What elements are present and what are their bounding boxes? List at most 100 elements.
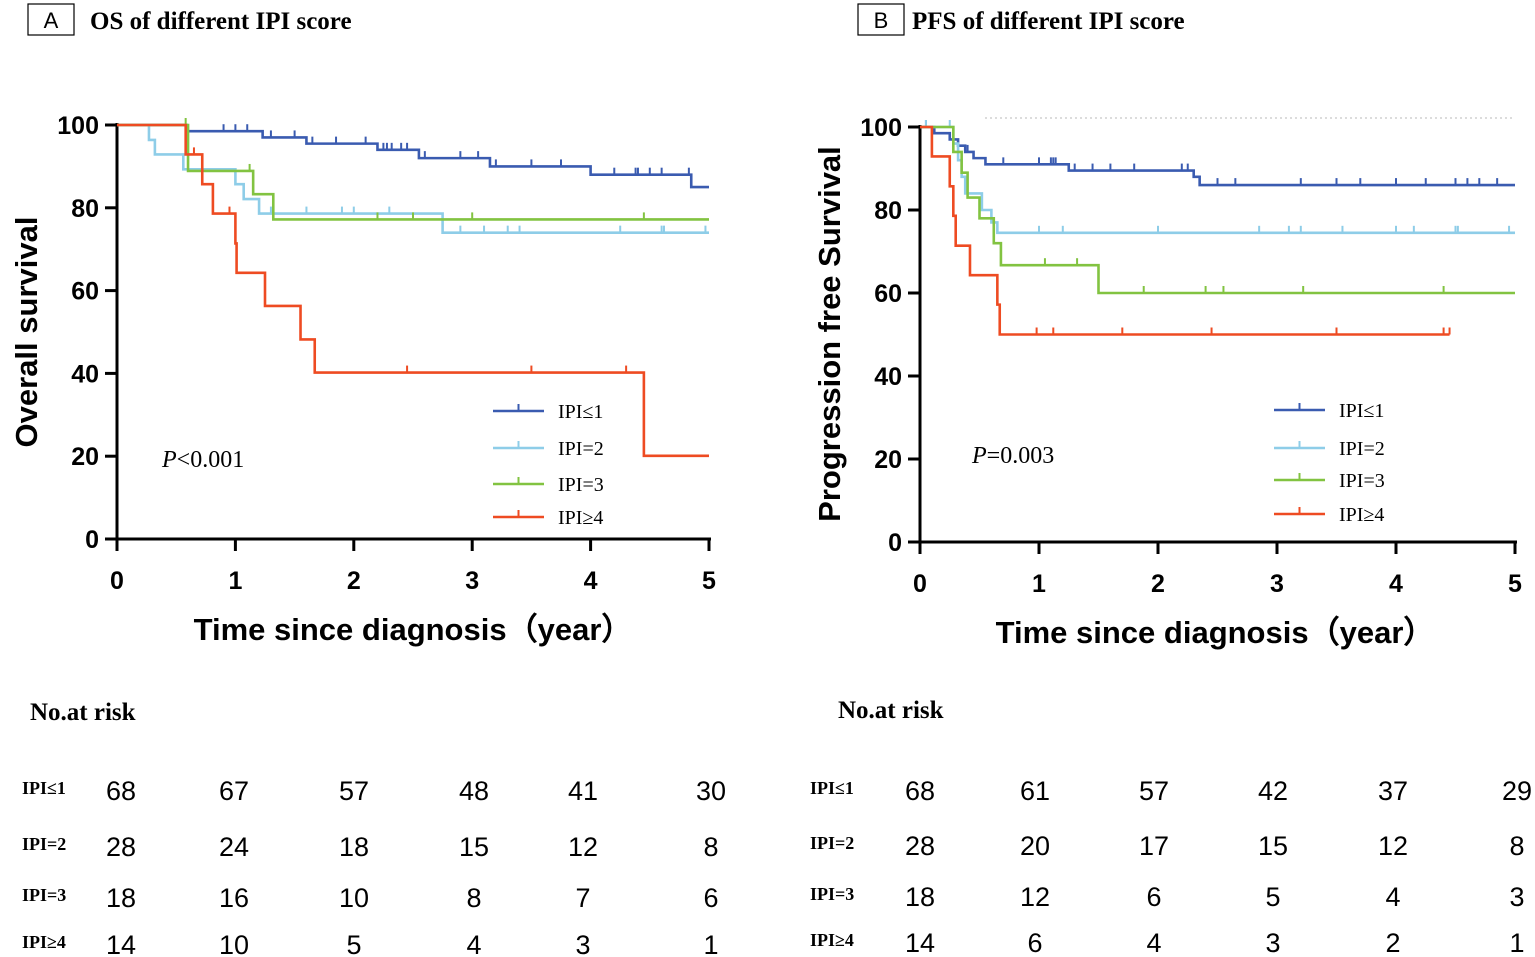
risk-cell: 68 [905, 776, 935, 806]
risk-cell: 6 [703, 883, 718, 913]
risk-cell: 5 [346, 930, 361, 957]
risk-cell: 37 [1378, 776, 1408, 806]
legend-label: IPI=2 [558, 438, 604, 460]
legend-label: IPI≥4 [1339, 504, 1384, 526]
risk-cell: 4 [466, 930, 481, 957]
x-tick-label: 4 [1389, 570, 1403, 598]
risk-cell: 12 [1020, 882, 1050, 912]
risk-cell: 3 [1265, 928, 1280, 957]
risk-cell: 5 [1265, 882, 1280, 912]
risk-cell: 14 [905, 928, 935, 957]
risk-cell: 3 [575, 930, 590, 957]
risk-cell: 10 [219, 930, 249, 957]
chart-title: PFS of different IPI score [912, 8, 1185, 35]
legend-label: IPI≥4 [558, 507, 603, 529]
risk-cell: 42 [1258, 776, 1288, 806]
risk-cell: 12 [1378, 831, 1408, 861]
y-tick-label: 100 [57, 112, 99, 140]
risk-cell: 6 [1146, 882, 1161, 912]
risk-cell: 18 [106, 883, 136, 913]
risk-cell: 16 [219, 883, 249, 913]
panel-label: A [44, 8, 59, 33]
p-value-symbol: P [971, 443, 987, 469]
risk-row-label: IPI=2 [810, 833, 854, 853]
x-tick-label: 4 [584, 567, 598, 595]
y-tick-label: 60 [71, 278, 99, 306]
risk-cell: 1 [703, 930, 718, 957]
risk-cell: 18 [905, 882, 935, 912]
y-tick-label: 0 [888, 529, 902, 557]
risk-cell: 67 [219, 776, 249, 806]
panel-label-box [857, 3, 905, 36]
legend-label: IPI=3 [1339, 470, 1385, 492]
x-tick-label: 3 [465, 567, 479, 595]
risk-row-label: IPI≥4 [810, 930, 854, 950]
panel-b: B PFS of different IPI score 0 20 40 60 80 100 0… [810, 3, 1532, 957]
p-value: P<0.001 [161, 447, 244, 473]
risk-cell: 68 [106, 776, 136, 806]
series-3 [920, 125, 1515, 295]
risk-table-title: No.at risk [30, 699, 136, 726]
risk-cell: 4 [1146, 928, 1161, 957]
y-tick-label: 40 [874, 363, 902, 391]
series-4 [920, 125, 1451, 336]
p-value: P=0.003 [971, 443, 1054, 469]
risk-cell: 18 [339, 832, 369, 862]
risk-cell: 10 [339, 883, 369, 913]
p-value-text: <0.001 [177, 447, 245, 473]
risk-cell: 28 [905, 831, 935, 861]
risk-cell: 17 [1139, 831, 1169, 861]
x-tick-label: 2 [1151, 570, 1165, 598]
risk-cell: 1 [1509, 928, 1524, 957]
x-tick-label: 2 [347, 567, 361, 595]
x-tick-label: 0 [913, 570, 927, 598]
y-tick-label: 40 [71, 360, 99, 388]
risk-cell: 8 [1509, 831, 1524, 861]
risk-cell: 4 [1385, 882, 1400, 912]
risk-cell: 14 [106, 930, 136, 957]
risk-row-label: IPI≤1 [810, 778, 854, 798]
risk-cell: 41 [568, 776, 598, 806]
risk-row-label: IPI=3 [810, 884, 854, 904]
series-1 [117, 123, 709, 189]
survival-curve [117, 123, 709, 234]
series-3 [117, 118, 709, 221]
y-axis-label: Progression free Survival [812, 146, 847, 522]
risk-row-label: IPI=2 [22, 834, 66, 854]
risk-cell: 15 [459, 832, 489, 862]
risk-cell: 15 [1258, 831, 1288, 861]
survival-curve [117, 123, 709, 458]
y-tick-label: 80 [874, 197, 902, 225]
risk-cell: 7 [575, 883, 590, 913]
x-axis-label: Time since diagnosis（year） [194, 612, 633, 647]
p-value-text: =0.003 [987, 443, 1055, 469]
risk-cell: 48 [459, 776, 489, 806]
x-tick-label: 1 [1032, 570, 1046, 598]
survival-curve [920, 125, 1515, 187]
risk-cell: 8 [466, 883, 481, 913]
series-2 [117, 123, 709, 234]
x-tick-label: 5 [1508, 570, 1522, 598]
risk-cell: 12 [568, 832, 598, 862]
x-tick-label: 3 [1270, 570, 1284, 598]
series-1 [920, 120, 1515, 187]
y-tick-label: 0 [85, 526, 99, 554]
risk-row-label: IPI=3 [22, 885, 66, 905]
legend-label: IPI≤1 [1339, 400, 1384, 422]
p-value-symbol: P [161, 447, 177, 473]
risk-row-label: IPI≤1 [22, 778, 66, 798]
legend-label: IPI=2 [1339, 438, 1385, 460]
panel-label-box [27, 3, 75, 36]
legend-label: IPI≤1 [558, 401, 603, 423]
legend-label: IPI=3 [558, 474, 604, 496]
risk-cell: 57 [339, 776, 369, 806]
risk-table-title: No.at risk [838, 697, 944, 724]
survival-curve [117, 123, 709, 189]
risk-cell: 61 [1020, 776, 1050, 806]
y-tick-label: 60 [874, 280, 902, 308]
risk-cell: 20 [1020, 831, 1050, 861]
x-tick-label: 1 [228, 567, 242, 595]
